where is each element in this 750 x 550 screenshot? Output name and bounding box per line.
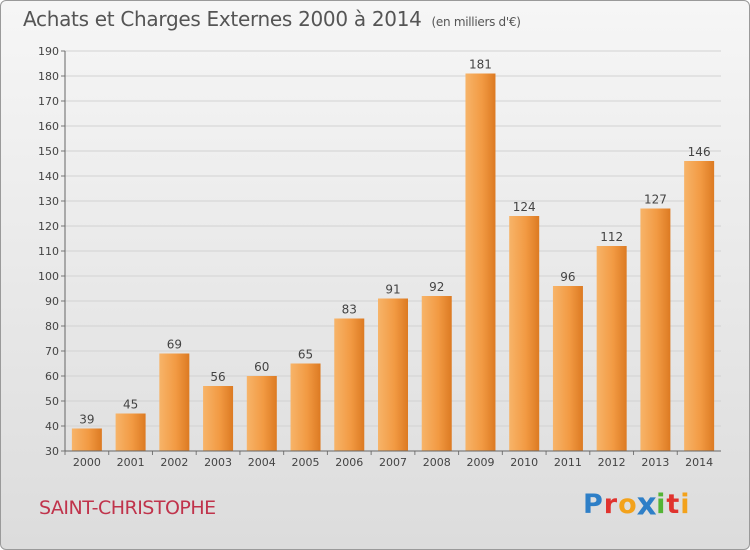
logo-letter: i — [656, 489, 667, 520]
x-axis-labels: 2000 2001 2002 2003 2004 2005 2006 2007 2008 2009… — [73, 456, 713, 469]
logo-letter: o — [618, 489, 638, 520]
logo-letter: i — [680, 489, 691, 520]
bar-2009 — [465, 73, 496, 451]
bar-2011 — [552, 286, 583, 451]
value-label: 65 — [298, 348, 313, 362]
value-label: 146 — [688, 145, 711, 159]
value-label: 60 — [254, 360, 269, 374]
value-label: 112 — [600, 230, 623, 244]
commune-name: SAINT-CHRISTOPHE — [39, 497, 216, 519]
y-tick-label: 180 — [38, 70, 59, 83]
bar-2014 — [684, 161, 715, 451]
value-label: 124 — [513, 200, 536, 214]
y-tick-label: 70 — [45, 345, 59, 358]
value-label: 181 — [469, 58, 492, 72]
x-tick-label: 2011 — [554, 456, 582, 469]
value-label: 96 — [560, 270, 575, 284]
bar-2007 — [378, 298, 408, 451]
y-tick-label: 160 — [38, 120, 59, 133]
proxiti-logo: Proxiti — [583, 486, 691, 523]
bar-2010 — [509, 216, 540, 451]
y-tick-label: 150 — [38, 145, 59, 158]
y-tick-label: 170 — [38, 95, 59, 108]
bar-2012 — [596, 246, 627, 451]
value-label: 69 — [167, 338, 182, 352]
y-tick-label: 140 — [38, 170, 59, 183]
y-tick-label: 30 — [45, 445, 59, 458]
x-tick-label: 2004 — [248, 456, 276, 469]
y-tick-label: 100 — [38, 270, 59, 283]
value-label: 92 — [429, 280, 444, 294]
x-tick-label: 2009 — [466, 456, 494, 469]
x-tick-label: 2010 — [510, 456, 538, 469]
value-label: 91 — [385, 283, 400, 297]
logo-letter: x — [636, 486, 658, 523]
x-tick-label: 2001 — [117, 456, 145, 469]
y-tick-label: 80 — [45, 320, 59, 333]
x-tick-label: 2007 — [379, 456, 407, 469]
value-labels: 39 45 69 56 60 65 83 91 92 181 124 96 112 127 146 — [79, 58, 710, 427]
x-tick-label: 2005 — [292, 456, 320, 469]
chart-subtitle: (en milliers d'€) — [431, 15, 521, 29]
value-label: 56 — [210, 370, 225, 384]
bar-2002 — [159, 353, 190, 451]
value-label: 83 — [342, 303, 357, 317]
y-tick-label: 90 — [45, 295, 59, 308]
y-tick-label: 60 — [45, 370, 59, 383]
y-tick-label: 50 — [45, 395, 59, 408]
x-tick-label: 2006 — [335, 456, 363, 469]
x-tick-label: 2013 — [641, 456, 669, 469]
y-axis-labels: 30 40 50 60 70 80 90 100 110 120 130 140 150 160 170 18… — [38, 45, 59, 458]
chart-title-text: Achats et Charges Externes 2000 à 2014 — [23, 7, 422, 31]
bar-2004 — [246, 376, 277, 451]
bar-2001 — [115, 413, 146, 451]
logo-letter: r — [603, 489, 619, 520]
y-tick-label: 120 — [38, 220, 59, 233]
bar-2008 — [421, 296, 452, 451]
axes — [64, 51, 721, 452]
x-tick-label: 2008 — [423, 456, 451, 469]
y-tick-label: 110 — [38, 245, 59, 258]
value-label: 127 — [644, 193, 667, 207]
bar-2003 — [203, 386, 234, 451]
bar-2005 — [290, 363, 321, 451]
logo-letter: P — [583, 489, 604, 520]
x-tick-label: 2002 — [160, 456, 188, 469]
y-tick-label: 130 — [38, 195, 59, 208]
x-tick-label: 2014 — [685, 456, 713, 469]
x-tick-label: 2000 — [73, 456, 101, 469]
chart-title: Achats et Charges Externes 2000 à 2014 (e… — [23, 7, 521, 31]
bar-2006 — [334, 318, 365, 451]
bars — [71, 73, 715, 451]
x-tick-label: 2003 — [204, 456, 232, 469]
logo-letter: t — [666, 489, 681, 520]
bar-2013 — [640, 208, 671, 451]
y-tick-label: 40 — [45, 420, 59, 433]
y-tick-label: 190 — [38, 45, 59, 58]
value-label: 45 — [123, 398, 138, 412]
x-tick-label: 2012 — [598, 456, 626, 469]
bar-2000 — [71, 428, 102, 451]
value-label: 39 — [79, 413, 94, 427]
